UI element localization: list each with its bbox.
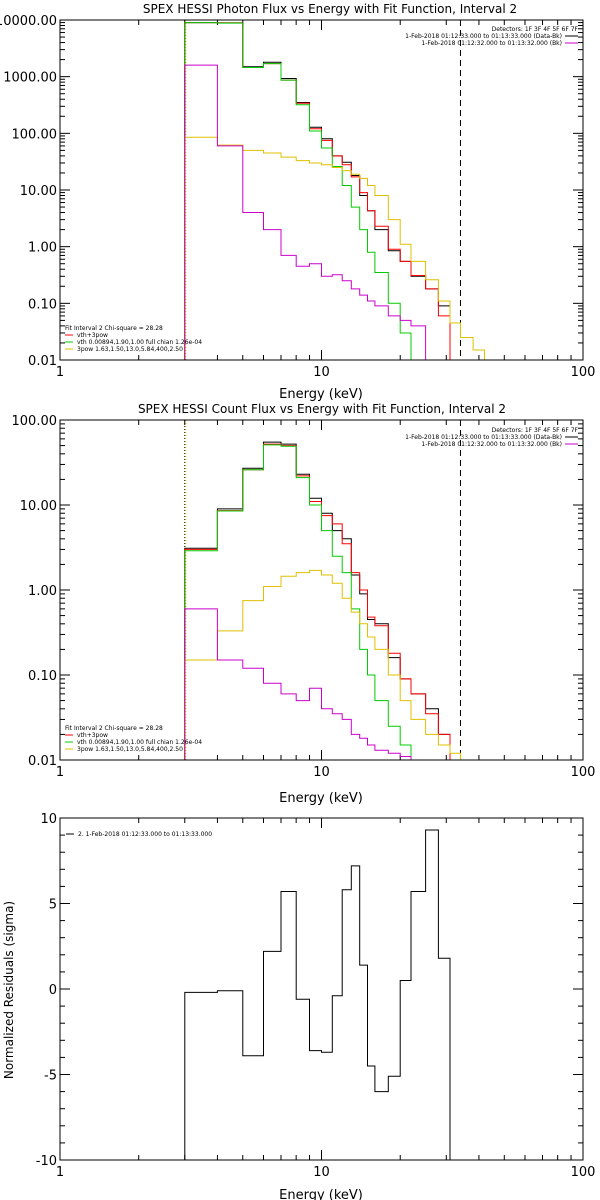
series-data-bk-line xyxy=(184,22,451,360)
legend-header: Detectors: 1F 3F 4F 5F 6F 7F xyxy=(492,427,579,434)
legend-item-text: vth 0.00894,1.90,1.00 full chian 1.26e-0… xyxy=(77,739,202,746)
legend-item-text: 3pow 1.63,1.50,13.0,5.84,400,2.50 xyxy=(77,746,183,753)
legend-item-text: 1-Feb-2018 01:12:32.000 to 01:13:32.000 … xyxy=(421,441,562,448)
y-tick-label: 5 xyxy=(49,898,57,913)
y-tick-label: 1000.00 xyxy=(3,71,57,86)
series-vth-3pow-line xyxy=(184,443,451,760)
legend-item-text: vth 0.00894,1.90,1.00 full chian 1.26e-0… xyxy=(77,339,202,346)
x-tick-label: 1 xyxy=(56,1165,64,1180)
legend-item-text: vth+3pow xyxy=(77,732,108,739)
series-data-bk-line xyxy=(184,441,451,760)
legend-item-text: 3pow 1.63,1.50,13.0,5.84,400,2.50 xyxy=(77,346,183,353)
photon-flux-title: SPEX HESSI Photon Flux vs Energy with Fi… xyxy=(143,2,517,16)
x-tick-label: 100 xyxy=(571,765,596,780)
photon-flux-panel: SPEX HESSI Photon Flux vs Energy with Fi… xyxy=(0,2,595,402)
series-bk-line xyxy=(184,64,427,360)
legend-item-text: vth+3pow xyxy=(77,332,108,339)
legend-header: Fit Interval 2 Chi-square = 28.28 xyxy=(65,725,163,732)
photon-flux-plot-frame xyxy=(59,19,584,361)
x-tick-label: 10 xyxy=(313,365,330,380)
y-tick-label: 0.01 xyxy=(28,754,57,769)
y-tick-label: 100.00 xyxy=(12,127,58,142)
legend-item-text: 1-Feb-2018 01:12:32.000 to 01:13:32.000 … xyxy=(421,40,562,47)
series-residual-line xyxy=(184,829,461,1160)
y-tick-label: 10.00 xyxy=(20,499,57,514)
y-tick-label: 0 xyxy=(49,983,57,998)
photon-flux-x-axis-label: Energy (keV) xyxy=(279,387,363,402)
y-tick-label: 10.00 xyxy=(20,184,57,199)
series-vth-line xyxy=(184,444,426,760)
residuals-plot-frame xyxy=(59,817,584,1161)
x-tick-label: 10 xyxy=(313,765,330,780)
x-tick-label: 10 xyxy=(313,1165,330,1180)
y-tick-label: 100.00 xyxy=(12,414,58,429)
y-tick-label: 10 xyxy=(40,812,57,827)
series-bk-line xyxy=(184,608,426,760)
residuals-y-axis-label: Normalized Residuals (sigma) xyxy=(2,901,16,1079)
y-tick-label: -5 xyxy=(44,1069,57,1084)
legend-header: Detectors: 1F 3F 4F 5F 6F 7F xyxy=(492,26,579,33)
series-vth-3pow-line xyxy=(184,22,451,360)
y-tick-label: 10000.00 xyxy=(0,14,57,29)
count-flux-panel: SPEX HESSI Count Flux vs Energy with Fit… xyxy=(12,402,596,806)
x-tick-label: 100 xyxy=(571,1165,596,1180)
y-tick-label: 1.00 xyxy=(28,241,57,256)
y-tick-label: 0.01 xyxy=(28,354,57,369)
y-tick-label: -10 xyxy=(36,1154,57,1169)
legend-item-text: 1-Feb-2018 01:12:33.000 to 01:13:33.000 … xyxy=(405,33,562,40)
legend-item-text: 2. 1-Feb-2018 01:12:33.000 to 01:13:33.0… xyxy=(78,831,212,838)
series-3pow-line xyxy=(184,136,493,360)
residuals-panel: 1 10 100 10 5 0 -5 -10 2. 1-Feb-2018 01:12:33.00… xyxy=(2,812,595,1200)
legend-item-text: 1-Feb-2018 01:12:33.000 to 01:13:33.000 … xyxy=(405,434,562,441)
count-flux-plot-frame xyxy=(59,419,584,761)
series-3pow-line xyxy=(184,569,461,760)
y-tick-label: 0.10 xyxy=(28,297,57,312)
count-flux-x-axis-label: Energy (keV) xyxy=(279,791,363,806)
residuals-x-axis-label: Energy (keV) xyxy=(279,1188,363,1200)
series-vth-line xyxy=(184,22,426,360)
y-tick-label: 1.00 xyxy=(28,584,57,599)
x-tick-label: 1 xyxy=(56,365,64,380)
x-tick-label: 100 xyxy=(571,365,596,380)
count-flux-title: SPEX HESSI Count Flux vs Energy with Fit… xyxy=(138,402,506,416)
legend-header: Fit Interval 2 Chi-square = 28.28 xyxy=(65,325,163,332)
x-tick-label: 1 xyxy=(56,765,64,780)
y-tick-label: 0.10 xyxy=(28,669,57,684)
